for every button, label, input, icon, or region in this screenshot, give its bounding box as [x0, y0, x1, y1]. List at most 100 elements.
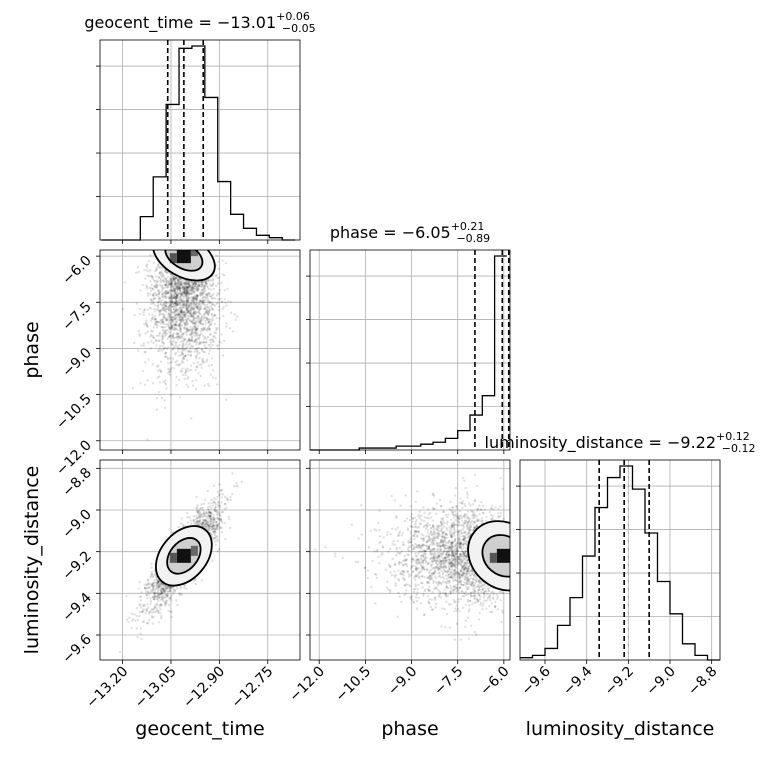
sample-point — [208, 338, 212, 342]
sample-point — [193, 334, 197, 338]
sample-point — [144, 587, 147, 590]
sample-point — [177, 298, 180, 301]
sample-point — [163, 304, 167, 308]
sample-point — [173, 292, 176, 296]
sample-point — [200, 347, 204, 351]
sample-point — [196, 352, 199, 355]
sample-point — [166, 329, 170, 332]
sample-point — [179, 329, 183, 332]
sample-point — [429, 568, 433, 572]
sample-point — [424, 550, 427, 553]
sample-point — [176, 311, 179, 315]
sample-point — [444, 592, 448, 595]
sample-point — [462, 552, 465, 555]
sample-point — [188, 292, 191, 295]
sample-point — [209, 279, 213, 282]
sample-point — [193, 297, 196, 300]
sample-point — [172, 318, 175, 321]
sample-point — [196, 510, 199, 514]
sample-point — [182, 292, 186, 296]
sample-point — [164, 316, 167, 319]
sample-point — [234, 318, 237, 322]
sample-point — [193, 324, 197, 327]
sample-point — [198, 516, 202, 519]
sample-point — [159, 598, 163, 602]
sample-point — [193, 330, 197, 333]
sample-point — [185, 299, 188, 302]
sample-point — [167, 291, 170, 294]
sample-point — [166, 356, 169, 359]
sample-point — [477, 600, 480, 603]
sample-point — [216, 276, 219, 280]
sample-point — [160, 584, 163, 587]
sample-point — [208, 309, 211, 312]
sample-point — [186, 308, 189, 312]
sample-point — [150, 289, 153, 293]
sample-point — [218, 494, 221, 497]
sample-point — [218, 511, 221, 515]
sample-point — [159, 266, 162, 269]
sample-point — [160, 303, 163, 306]
sample-point — [152, 294, 155, 298]
sample-point — [171, 280, 174, 283]
sample-point — [208, 515, 211, 518]
sample-point — [172, 308, 176, 311]
sample-point — [152, 301, 155, 304]
sample-point — [181, 318, 184, 321]
sample-point — [185, 320, 189, 323]
sample-point — [199, 330, 202, 333]
sample-point — [140, 610, 144, 614]
sample-point — [206, 523, 210, 527]
sample-point — [215, 525, 219, 528]
sample-point — [211, 520, 214, 523]
sample-point — [185, 288, 188, 291]
sample-point — [226, 498, 230, 501]
sample-point — [176, 335, 180, 339]
sample-point — [146, 621, 149, 625]
sample-point — [216, 510, 220, 514]
sample-point — [220, 526, 224, 530]
sample-point — [174, 279, 177, 283]
sample-point — [219, 514, 222, 518]
sample-point — [240, 480, 244, 484]
sample-point — [176, 286, 179, 290]
sample-point — [229, 300, 233, 304]
sample-point — [180, 313, 183, 316]
sample-point — [159, 582, 163, 586]
sample-point — [193, 332, 197, 335]
sample-point — [169, 299, 173, 303]
sample-point — [186, 302, 189, 306]
sample-point — [185, 286, 189, 289]
sample-point — [180, 361, 184, 364]
sample-point — [419, 554, 423, 558]
sample-point — [123, 281, 126, 284]
sample-point — [164, 270, 167, 274]
sample-point — [400, 533, 403, 537]
sample-point — [199, 341, 203, 345]
sample-point — [169, 303, 172, 306]
sample-point — [445, 565, 448, 568]
sample-point — [481, 604, 484, 607]
sample-point — [196, 511, 200, 515]
sample-point — [178, 395, 182, 399]
sample-point — [200, 328, 204, 331]
sample-point — [200, 283, 204, 286]
sample-point — [198, 341, 202, 344]
sample-point — [183, 286, 187, 290]
sample-point — [205, 305, 209, 309]
sample-point — [209, 522, 212, 526]
sample-point — [190, 336, 193, 339]
sample-point — [453, 558, 456, 561]
sample-point — [210, 525, 213, 528]
sample-point — [171, 347, 175, 350]
sample-point — [452, 572, 456, 575]
sample-point — [443, 531, 446, 534]
sample-point — [179, 309, 182, 313]
sample-point — [169, 308, 173, 311]
title-equals: = −13.01 — [193, 13, 276, 32]
sample-point — [168, 318, 172, 321]
sample-point — [175, 336, 178, 339]
sample-point — [136, 636, 139, 639]
sample-point — [163, 593, 166, 596]
sample-point — [186, 282, 190, 286]
